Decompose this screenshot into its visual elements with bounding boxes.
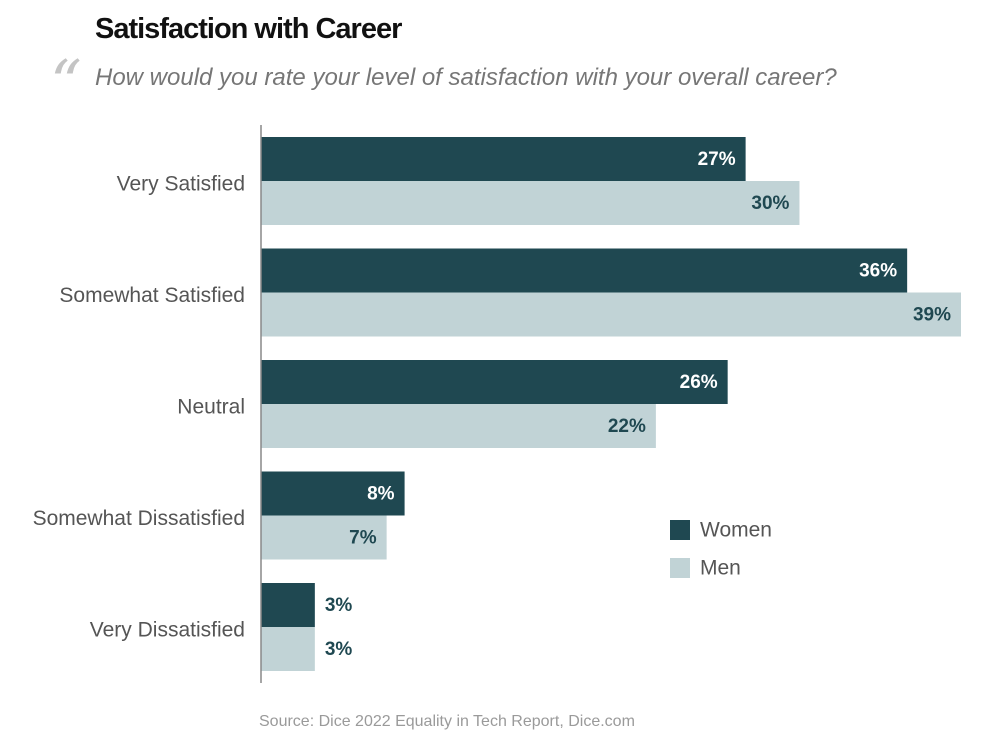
source-note: Source: Dice 2022 Equality in Tech Repor… (259, 713, 635, 730)
category-label: Somewhat Dissatisfied (33, 507, 245, 530)
quote-mark-icon: “ (50, 46, 82, 119)
chart-title: Satisfaction with Career (95, 13, 402, 45)
data-label: 8% (367, 484, 395, 505)
data-label: 26% (680, 372, 718, 393)
legend-swatch (670, 558, 690, 578)
data-label: 3% (325, 639, 353, 660)
data-label: 39% (913, 305, 951, 326)
bar-women (261, 360, 728, 404)
bar-chart: Very Satisfied 27% 30% Somewhat Satisfied 36… (33, 125, 961, 683)
category-label: Neutral (177, 396, 245, 419)
bar-women (261, 248, 908, 293)
category-label: Somewhat Satisfied (59, 284, 245, 307)
chart-subtitle: How would you rate your level of satisfa… (95, 64, 837, 91)
bar-men (261, 627, 315, 671)
bar-men (261, 404, 656, 448)
bar-women (261, 137, 746, 181)
data-label: 3% (325, 595, 353, 616)
category-label: Very Satisfied (117, 173, 245, 196)
legend-label: Men (700, 557, 741, 580)
legend-label: Women (700, 519, 772, 542)
data-label: 36% (859, 261, 897, 282)
data-label: 22% (608, 416, 646, 437)
bar-men (261, 515, 387, 560)
bar-women (261, 583, 315, 627)
bar-men (261, 181, 800, 225)
bar-women (261, 471, 405, 516)
bar-men (261, 292, 961, 337)
data-label: 27% (698, 149, 736, 170)
data-label: 30% (751, 193, 789, 214)
data-label: 7% (349, 528, 377, 549)
category-label: Very Dissatisfied (90, 619, 245, 642)
legend-swatch (670, 520, 690, 540)
